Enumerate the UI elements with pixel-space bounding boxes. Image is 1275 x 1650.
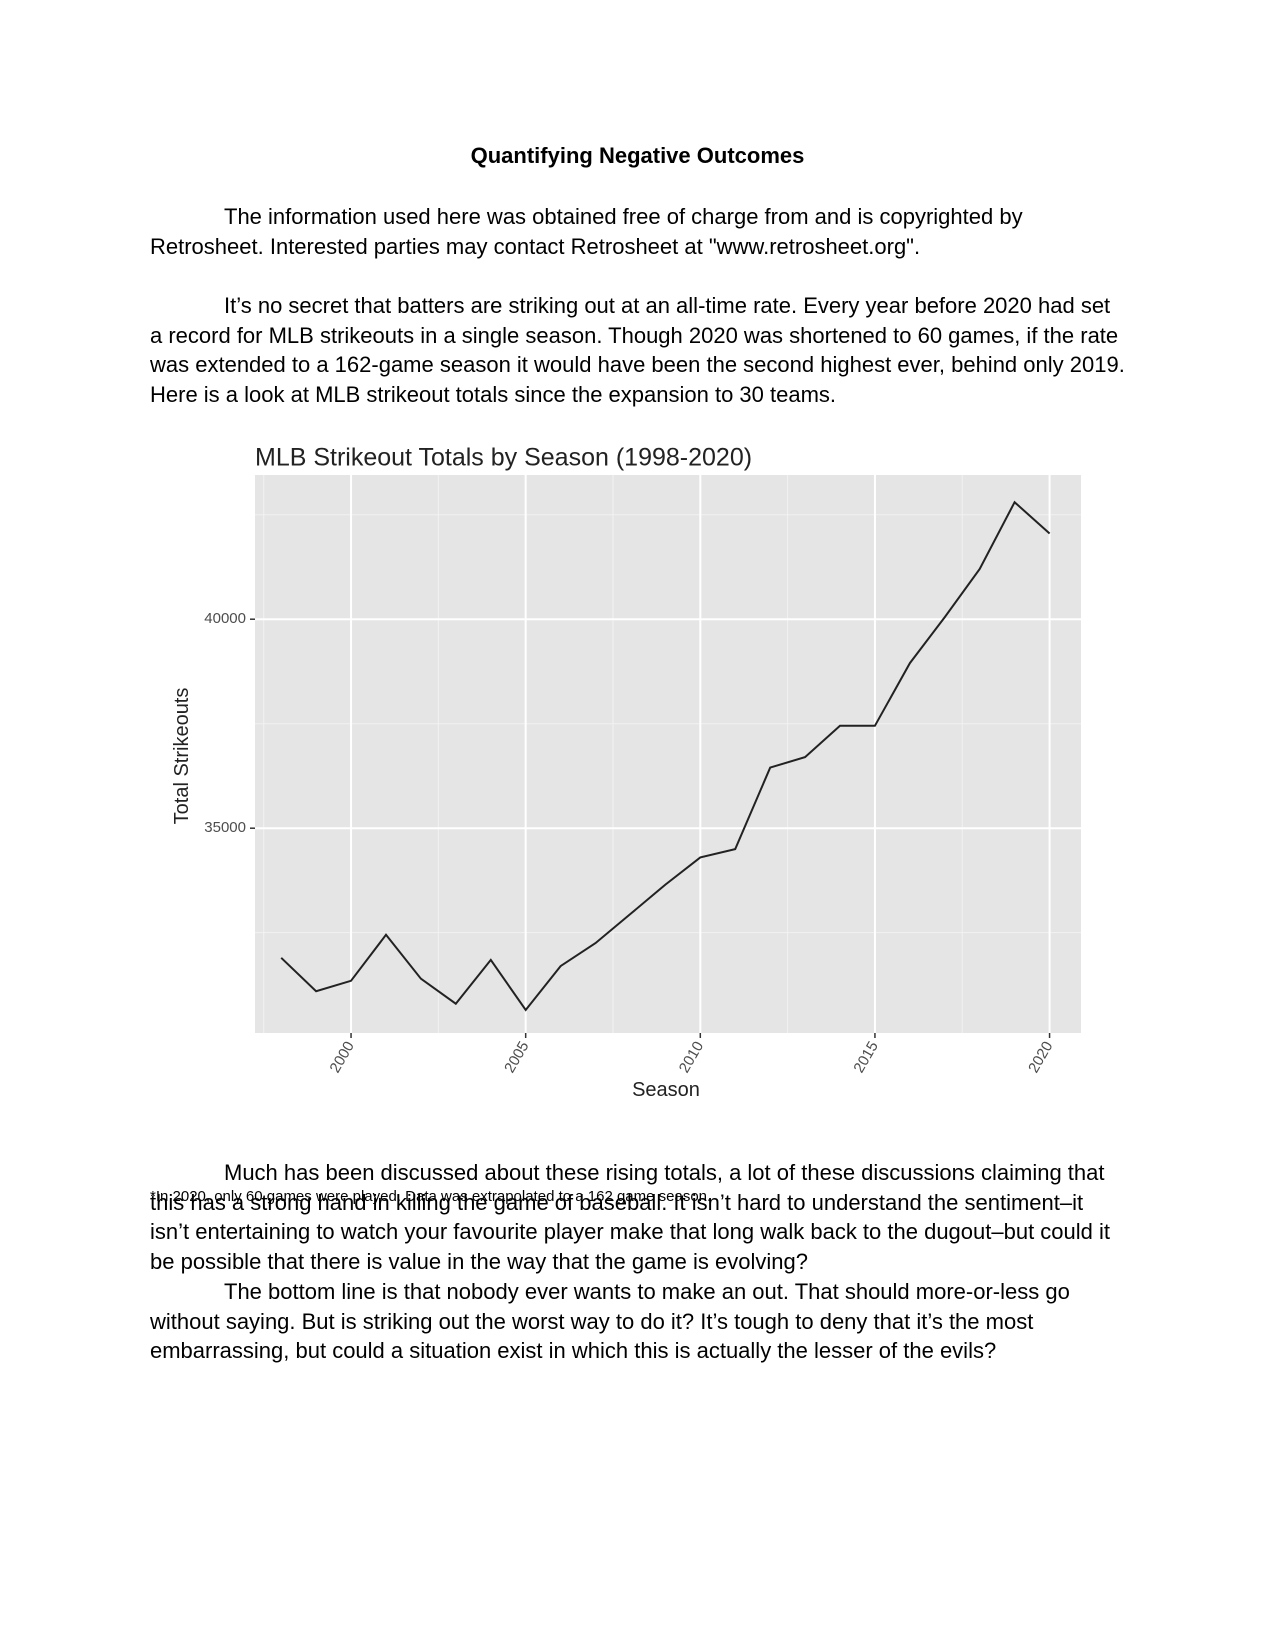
y-axis-ticks: 35000 40000	[204, 610, 255, 836]
x-axis-ticks: 2000 2005 2010 2015 2020	[327, 1033, 1056, 1076]
y-tick-label: 35000	[204, 819, 246, 836]
y-axis-label: Total Strikeouts	[171, 688, 193, 825]
strikeout-line-chart: MLB Strikeout Totals by Season (1998-202…	[171, 445, 1081, 1101]
strikeout-series-line	[280, 500, 1051, 1012]
paragraph-retrosheet-credit: The information used here was obtained f…	[150, 204, 1023, 259]
minor-gridlines	[255, 475, 1081, 1033]
x-tick-label: 2000	[327, 1038, 358, 1075]
footnote: *In 2020, only 60 games were played. Dat…	[150, 1188, 712, 1205]
chart-title: MLB Strikeout Totals by Season (1998-202…	[255, 445, 752, 472]
y-tick-label: 40000	[204, 610, 246, 627]
paragraph-rising-totals: Much has been discussed about these risi…	[150, 1160, 1111, 1274]
page-title: Quantifying Negative Outcomes	[470, 143, 805, 168]
paragraph-bottom-line: The bottom line is that nobody ever want…	[150, 1279, 1070, 1363]
x-axis-label: Season	[632, 1079, 700, 1101]
x-tick-label: 2005	[501, 1038, 532, 1075]
x-tick-label: 2020	[1025, 1038, 1056, 1075]
x-tick-label: 2010	[676, 1038, 707, 1075]
paragraph-strikeout-intro: It’s no secret that batters are striking…	[150, 293, 1125, 407]
plot-panel	[255, 475, 1081, 1033]
x-tick-label: 2015	[850, 1038, 881, 1075]
